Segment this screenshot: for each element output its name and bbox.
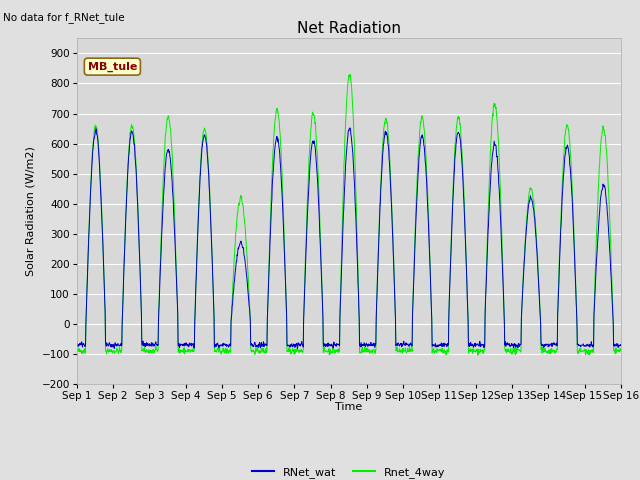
- Rnet_4way: [553, 347, 561, 352]
- Rnet_4way: [255, 349, 262, 355]
- RNet_wat: [73, 341, 81, 347]
- RNet_wat: [505, 341, 513, 347]
- Y-axis label: Solar Radiation (W/m2): Solar Radiation (W/m2): [26, 146, 36, 276]
- RNet_wat: [434, 344, 442, 349]
- Text: No data for f_RNet_tule: No data for f_RNet_tule: [3, 12, 125, 23]
- Rnet_4way: [505, 348, 513, 354]
- Rnet_4way: [434, 348, 442, 354]
- RNet_wat: [346, 125, 354, 131]
- Rnet_4way: [617, 347, 625, 353]
- RNet_wat: [180, 341, 188, 347]
- Rnet_4way: [180, 351, 188, 357]
- X-axis label: Time: Time: [335, 402, 362, 412]
- Rnet_4way: [346, 72, 354, 77]
- Line: Rnet_4way: Rnet_4way: [77, 74, 621, 355]
- RNet_wat: [194, 229, 202, 235]
- RNet_wat: [553, 343, 561, 349]
- RNet_wat: [255, 341, 262, 347]
- Rnet_4way: [73, 348, 81, 353]
- RNet_wat: [617, 342, 625, 348]
- Text: MB_tule: MB_tule: [88, 61, 137, 72]
- Rnet_4way: [474, 352, 482, 358]
- Line: RNet_wat: RNet_wat: [77, 128, 621, 348]
- RNet_wat: [294, 346, 301, 351]
- Rnet_4way: [194, 228, 202, 234]
- Legend: RNet_wat, Rnet_4way: RNet_wat, Rnet_4way: [248, 462, 450, 480]
- Title: Net Radiation: Net Radiation: [297, 21, 401, 36]
